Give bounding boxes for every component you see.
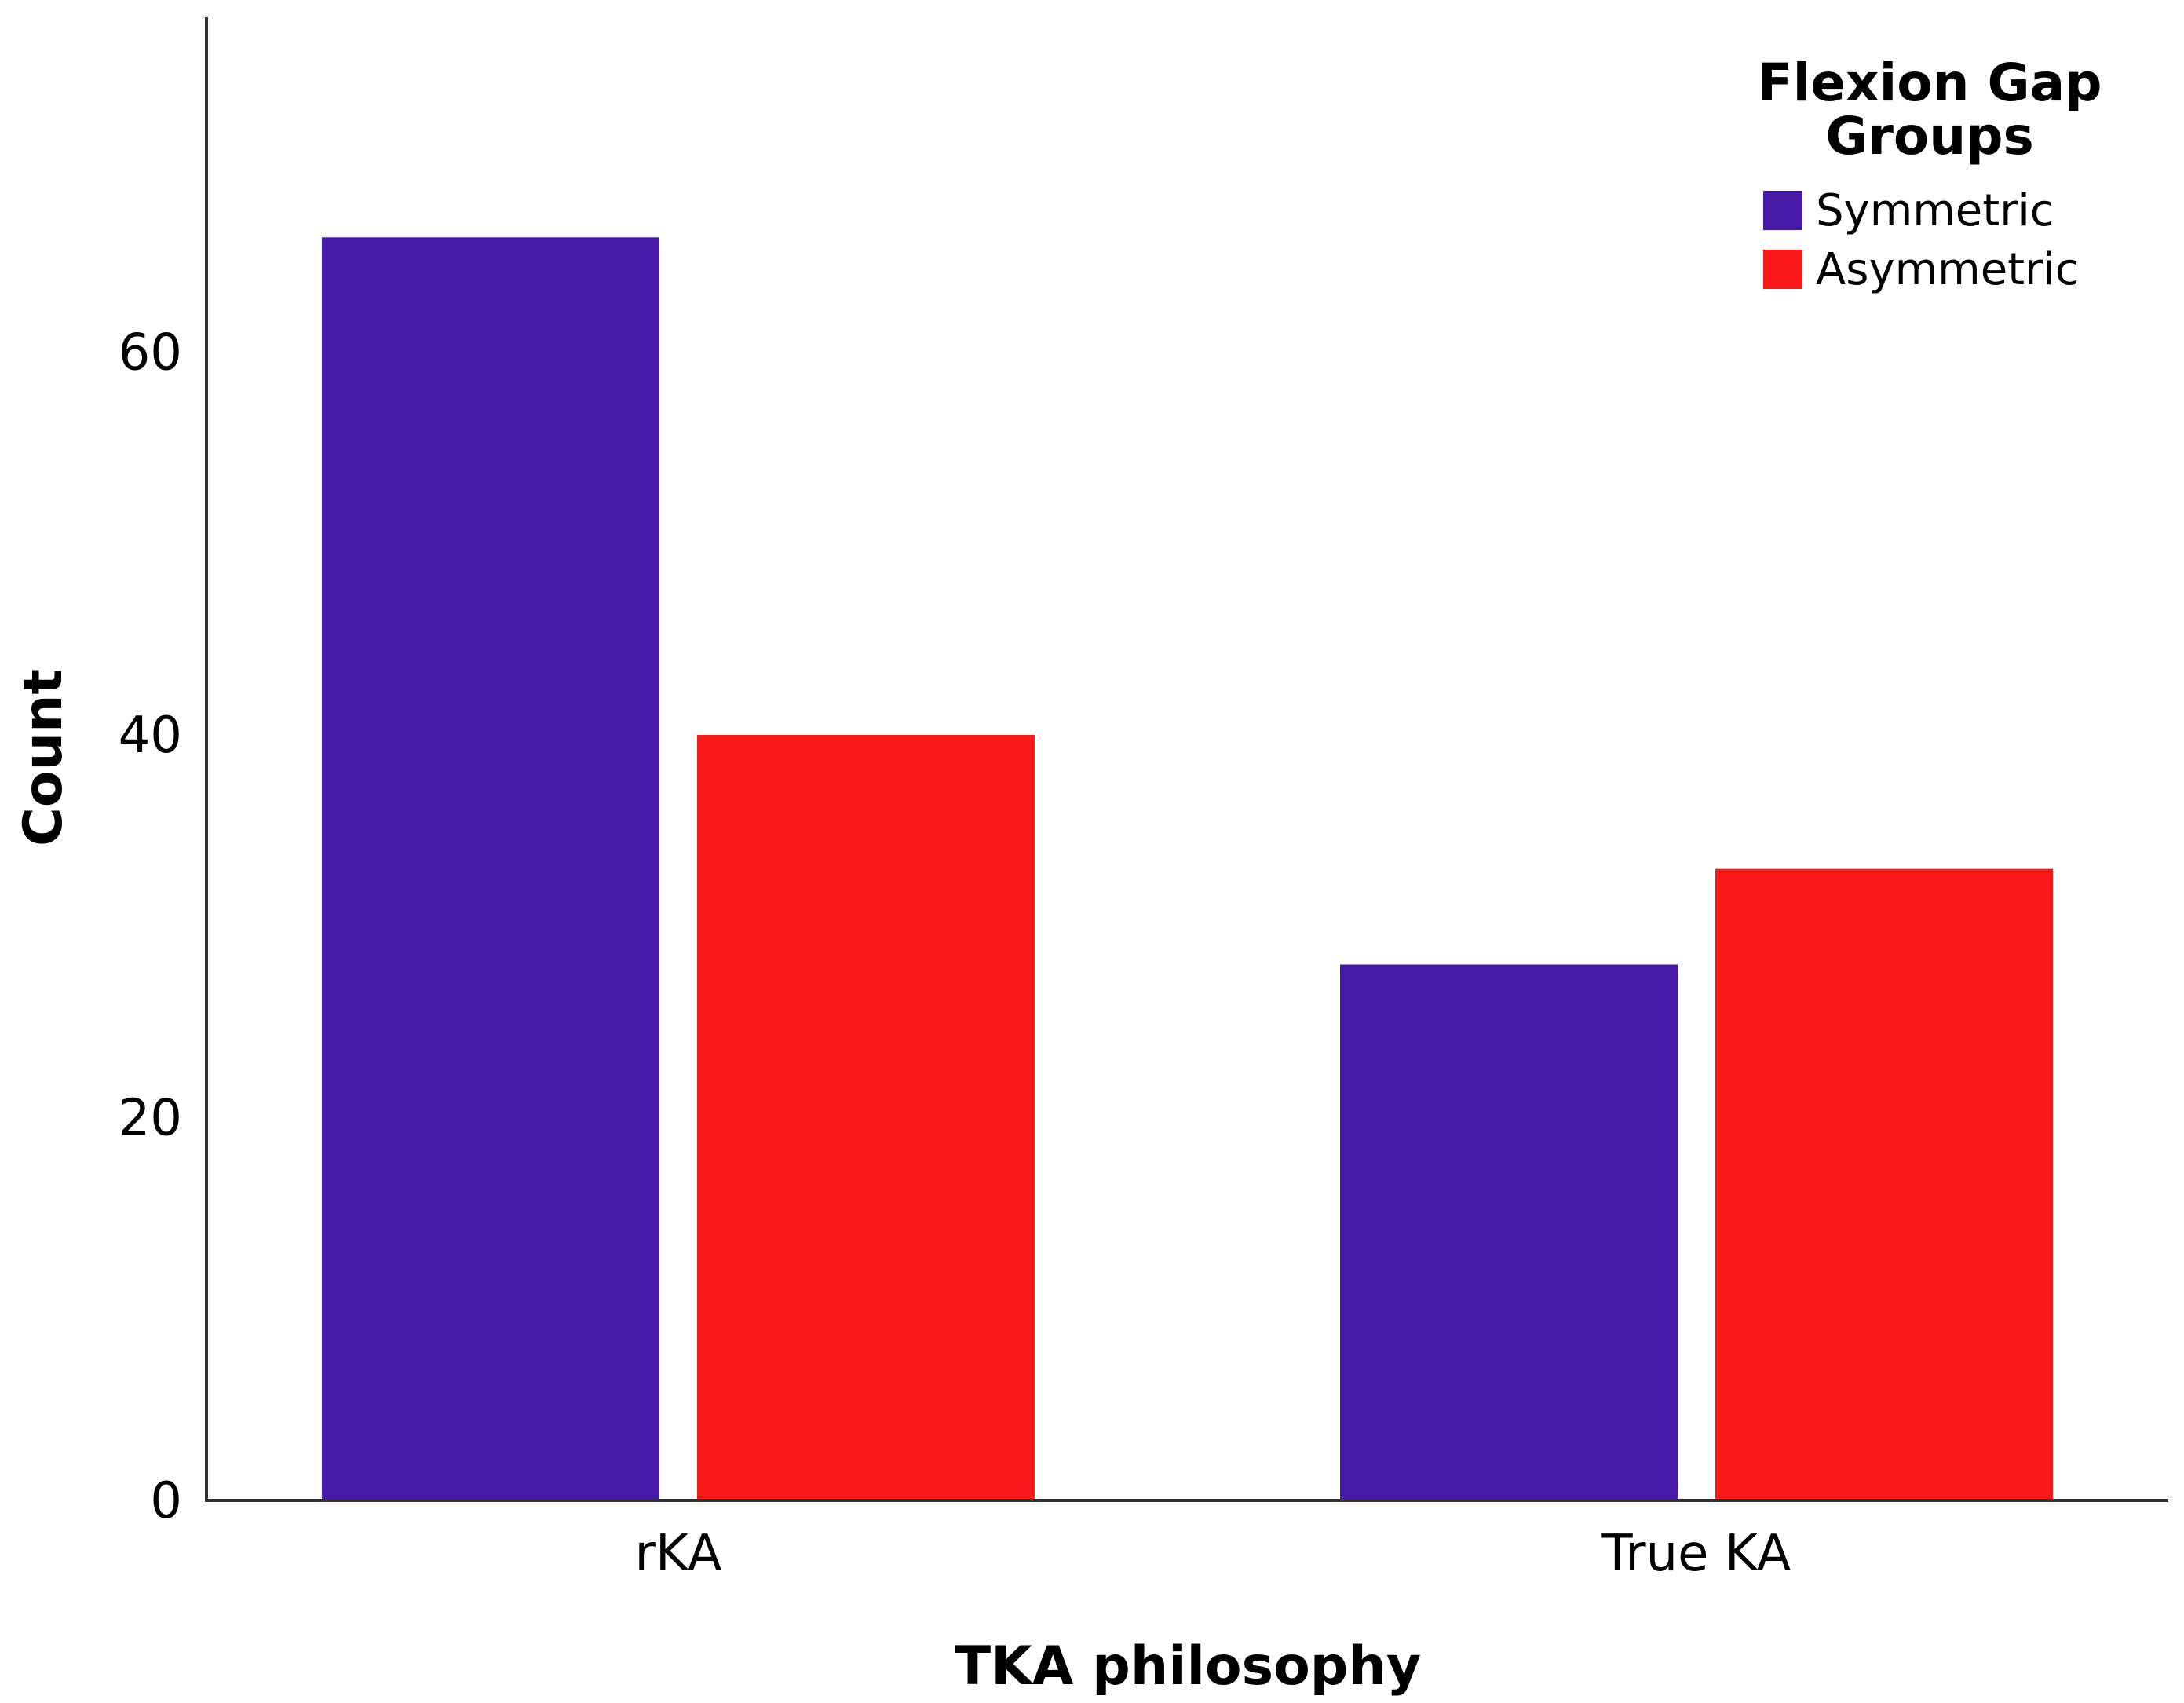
x-tick-label: True KA bbox=[1601, 1525, 1791, 1583]
y-tick-labels: 0 20 40 60 bbox=[119, 324, 182, 1530]
legend-swatch-symmetric bbox=[1763, 191, 1802, 230]
legend-title-line-1: Flexion Gap bbox=[1758, 53, 2102, 113]
y-tick-label: 60 bbox=[119, 324, 182, 382]
x-axis-title: TKA philosophy bbox=[955, 1635, 1421, 1698]
legend-swatch-asymmetric bbox=[1763, 250, 1802, 289]
legend: Flexion Gap Groups Symmetric Asymmetric bbox=[1758, 53, 2102, 295]
bar-rka-asymmetric bbox=[697, 735, 1035, 1500]
bars-group bbox=[322, 237, 2053, 1500]
x-tick-label: rKA bbox=[635, 1525, 722, 1583]
y-tick-label: 0 bbox=[150, 1472, 182, 1530]
y-axis-title: Count bbox=[13, 669, 75, 846]
y-tick-label: 40 bbox=[119, 707, 182, 765]
bar-true-ka-asymmetric bbox=[1715, 868, 2053, 1500]
y-tick-label: 20 bbox=[119, 1090, 182, 1148]
legend-label-symmetric: Symmetric bbox=[1816, 185, 2054, 236]
x-tick-labels: rKA True KA bbox=[635, 1525, 1791, 1583]
bar-rka-symmetric bbox=[322, 237, 659, 1500]
legend-label-asymmetric: Asymmetric bbox=[1816, 244, 2080, 295]
legend-title-line-2: Groups bbox=[1825, 106, 2034, 166]
bar-true-ka-symmetric bbox=[1340, 964, 1678, 1500]
legend-items: Symmetric Asymmetric bbox=[1763, 185, 2080, 295]
